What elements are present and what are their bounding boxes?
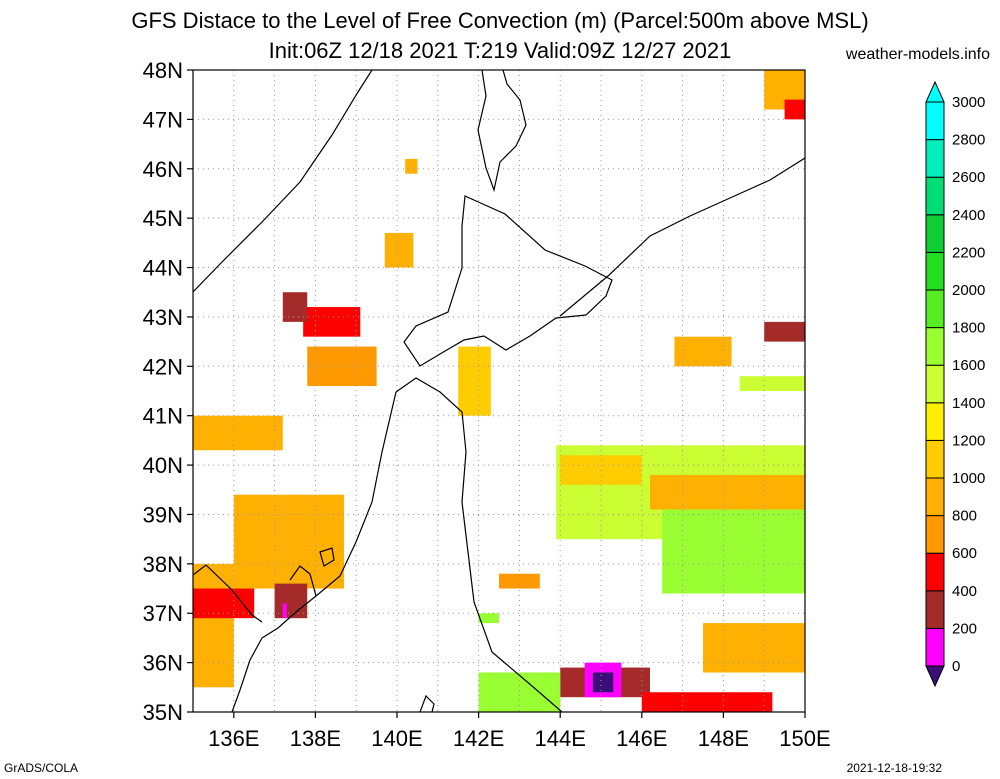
field-region-21	[499, 573, 540, 589]
colorbar-segment	[925, 101, 945, 141]
colorbar-tick-label: 1200	[952, 432, 985, 449]
colorbar: 0 200 400 600 800 1000 1200 1400 1600 1800 2000 220…	[925, 80, 985, 688]
lat-label: 47N	[143, 107, 183, 132]
lon-label: 146E	[616, 726, 667, 751]
colorbar-segment	[925, 327, 945, 366]
colorbar-tick-label: 2000	[952, 282, 985, 299]
colorbar-segment	[925, 590, 945, 629]
colorbar-segment	[925, 552, 945, 592]
field-region-26	[764, 321, 805, 342]
chart-subtitle: Init:06Z 12/18 2021 T:219 Valid:09Z 12/2…	[268, 38, 732, 63]
coast-kurils	[559, 157, 805, 317]
field-region-3	[274, 583, 308, 619]
colorbar-segment	[925, 477, 945, 517]
colorbar-tick-label: 1600	[952, 357, 985, 374]
footer-right: 2021-12-18-19:32	[846, 761, 942, 775]
field-region-8	[307, 346, 377, 387]
colorbar-high-arrow	[925, 80, 945, 103]
field-layer	[193, 70, 805, 712]
field-region-27	[478, 613, 499, 624]
field-region-18	[592, 672, 614, 693]
colorbar-low-arrow	[925, 665, 945, 688]
field-region-23	[739, 376, 805, 391]
lat-label: 40N	[143, 453, 183, 478]
field-region-0	[233, 494, 344, 589]
lon-label: 148E	[698, 726, 749, 751]
colorbar-tick-label: 3000	[952, 94, 985, 111]
colorbar-segment	[925, 627, 945, 667]
field-region-9	[384, 232, 414, 268]
lat-label: 36N	[143, 651, 183, 676]
map-frame	[192, 69, 806, 713]
credit-label: weather-models.info	[845, 46, 990, 63]
colorbar-segment	[925, 515, 945, 554]
lat-label: 48N	[143, 58, 183, 83]
chart-title: GFS Distace to the Level of Free Convect…	[131, 8, 869, 33]
field-region-15	[703, 623, 805, 673]
colorbar-segment	[925, 139, 945, 178]
gridlines	[193, 70, 805, 712]
colorbar-tick-label: 1400	[952, 395, 985, 412]
coastlines	[193, 70, 805, 712]
colorbar-tick-label: 2400	[952, 207, 985, 224]
field-region-14	[649, 474, 805, 510]
lat-label: 35N	[143, 700, 183, 725]
coast-honshu-west	[231, 391, 397, 712]
lat-label: 41N	[143, 404, 183, 429]
colorbar-tick-label: 400	[952, 583, 977, 600]
lat-label: 44N	[143, 256, 183, 281]
field-region-20	[478, 672, 561, 712]
field-region-1	[193, 563, 234, 688]
colorbar-segment	[925, 214, 945, 253]
lon-label: 150E	[779, 726, 830, 751]
colorbar-tick-label: 2600	[952, 169, 985, 186]
colorbar-segment	[925, 251, 945, 291]
lon-label: 144E	[535, 726, 586, 751]
lon-label: 142E	[453, 726, 504, 751]
colorbar-tick-label: 800	[952, 508, 977, 525]
field-region-22	[674, 336, 732, 367]
field-region-6	[303, 307, 361, 337]
lat-label: 43N	[143, 305, 183, 330]
colorbar-tick-label: 600	[952, 545, 977, 562]
colorbar-tick-label: 1000	[952, 470, 985, 487]
lat-label: 37N	[143, 601, 183, 626]
colorbar-tick-label: 0	[952, 658, 960, 675]
field-region-4	[282, 603, 287, 619]
coast-asia-mainland	[193, 70, 373, 293]
field-region-10	[458, 346, 491, 416]
coast-boso	[419, 694, 435, 712]
lon-label: 136E	[208, 726, 259, 751]
colorbar-segment	[925, 402, 945, 441]
field-region-28	[405, 158, 418, 174]
coast-noto	[289, 565, 317, 597]
footer-left: GrADS/COLA	[4, 761, 79, 775]
field-region-5	[193, 415, 283, 451]
lat-label: 39N	[143, 502, 183, 527]
colorbar-tick-label: 2200	[952, 244, 985, 261]
coast-korea-east	[193, 564, 263, 623]
lon-label: 138E	[290, 726, 341, 751]
colorbar-segment	[925, 439, 945, 479]
coast-sakhalin	[477, 70, 527, 193]
longitude-labels: 136E 138E 140E 142E 144E 146E 148E 150E	[208, 712, 831, 751]
latitude-labels: 48N 47N 46N 45N 44N 43N 42N 41N 40N 39N 38N 37N 36N 3…	[143, 58, 193, 725]
lat-label: 46N	[143, 157, 183, 182]
colorbar-tick-label: 2800	[952, 132, 985, 149]
lon-label: 140E	[371, 726, 422, 751]
coast-sado	[319, 547, 335, 567]
colorbar-segment	[925, 289, 945, 329]
lat-label: 45N	[143, 206, 183, 231]
lat-label: 38N	[143, 552, 183, 577]
coast-honshu-north	[395, 377, 563, 712]
field-region-25	[784, 99, 805, 120]
colorbar-tick-label: 200	[952, 620, 977, 637]
colorbar-segment	[925, 364, 945, 404]
colorbar-segment	[925, 176, 945, 216]
lat-label: 42N	[143, 354, 183, 379]
coast-hokkaido	[403, 195, 613, 367]
field-region-19	[641, 692, 773, 712]
colorbar-tick-label: 1800	[952, 320, 985, 337]
